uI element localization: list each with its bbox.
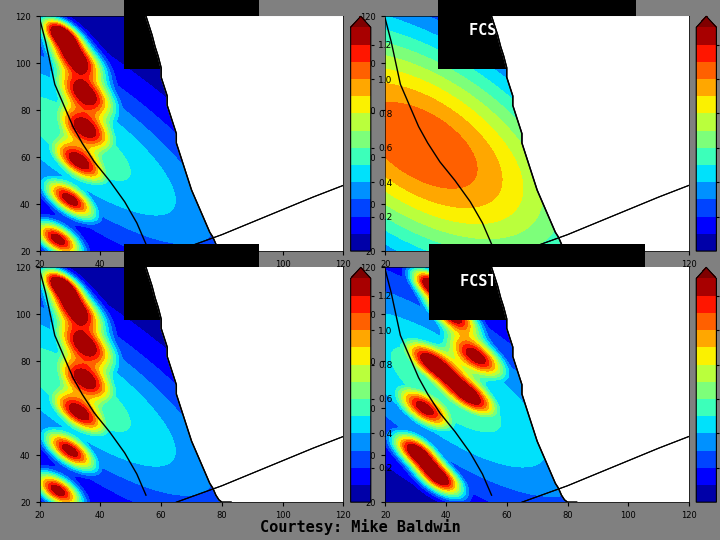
Polygon shape [146,16,343,251]
Text: FCST #1: smooth: FCST #1: smooth [469,23,606,38]
Text: Courtesy: Mike Baldwin: Courtesy: Mike Baldwin [260,518,460,535]
Text: OBSERVED: OBSERVED [155,274,228,289]
PathPatch shape [696,267,716,279]
Polygon shape [492,16,689,251]
PathPatch shape [696,16,716,28]
Polygon shape [146,267,343,502]
PathPatch shape [351,267,371,279]
Text: OBSERVED: OBSERVED [155,23,228,38]
Text: FCST #2: detailed: FCST #2: detailed [459,274,615,289]
PathPatch shape [351,16,371,28]
Polygon shape [492,267,689,502]
